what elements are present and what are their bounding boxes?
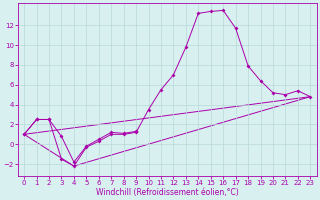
X-axis label: Windchill (Refroidissement éolien,°C): Windchill (Refroidissement éolien,°C) <box>96 188 239 197</box>
